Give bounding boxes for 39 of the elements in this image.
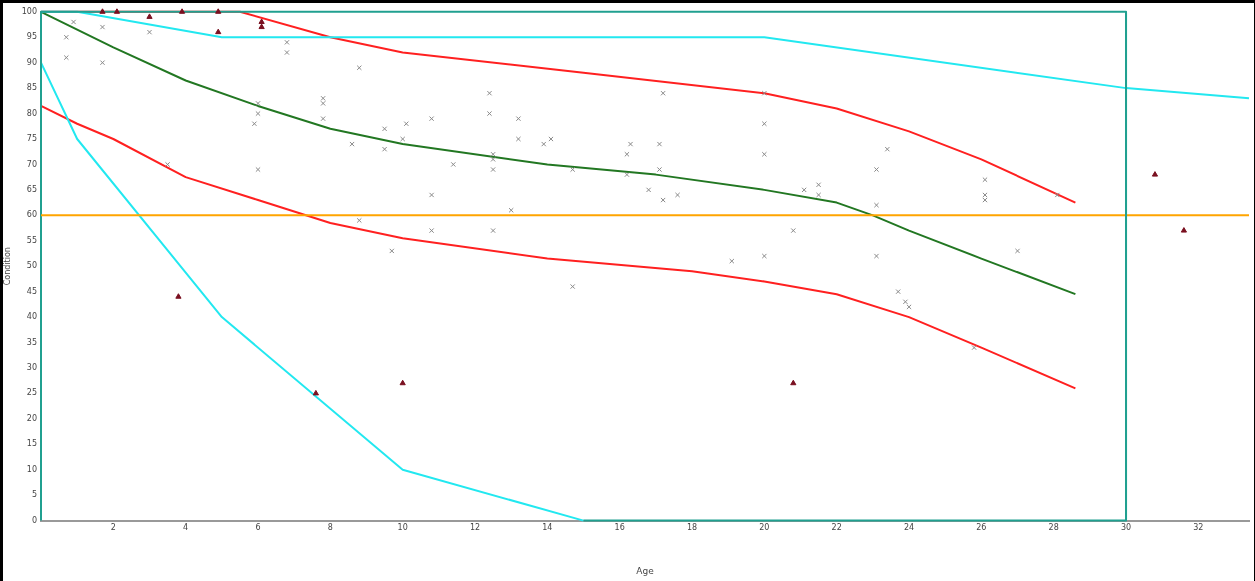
y-tick-label: 60 — [26, 210, 37, 220]
y-axis-title: Condition — [2, 247, 12, 286]
x-tick-label: 24 — [903, 523, 915, 533]
x-tick-label: 22 — [831, 523, 842, 533]
y-tick-label: 30 — [26, 363, 37, 373]
x-tick-label: 18 — [686, 523, 698, 533]
y-tick-label: 50 — [26, 261, 37, 271]
y-tick-label: 55 — [26, 235, 37, 245]
y-tick-label: 45 — [26, 286, 37, 296]
y-tick-label: 20 — [26, 413, 37, 423]
y-tick-label: 35 — [26, 337, 37, 347]
y-tick-label: 100 — [21, 6, 37, 16]
x-tick-label: 8 — [327, 523, 333, 533]
y-tick-label: 75 — [26, 134, 37, 144]
y-tick-label: 85 — [26, 83, 37, 93]
x-tick-label: 26 — [976, 523, 987, 533]
x-tick-label: 4 — [183, 523, 189, 533]
x-tick-label: 30 — [1120, 523, 1132, 533]
y-tick-label: 95 — [26, 32, 37, 42]
y-tick-label: 65 — [26, 184, 37, 194]
x-tick-label: 12 — [469, 523, 481, 533]
x-tick-label: 16 — [614, 523, 625, 533]
y-tick-label: 0 — [31, 515, 37, 525]
x-tick-label: 14 — [542, 523, 553, 533]
y-tick-label: 80 — [26, 108, 37, 118]
x-tick-label: 20 — [759, 523, 770, 533]
y-tick-label: 70 — [26, 159, 37, 169]
x-tick-label: 6 — [255, 523, 261, 533]
x-tick-label: 28 — [1048, 523, 1059, 533]
y-tick-label: 10 — [26, 464, 37, 474]
y-tick-label: 15 — [26, 439, 37, 449]
x-tick-label: 2 — [110, 523, 116, 533]
x-tick-label: 32 — [1193, 523, 1204, 533]
x-axis-title: Age — [636, 565, 655, 576]
y-tick-label: 90 — [26, 57, 37, 67]
y-tick-label: 40 — [26, 312, 37, 322]
x-tick-label: 10 — [397, 523, 408, 533]
y-tick-label: 25 — [26, 388, 37, 398]
y-tick-label: 5 — [31, 490, 37, 500]
